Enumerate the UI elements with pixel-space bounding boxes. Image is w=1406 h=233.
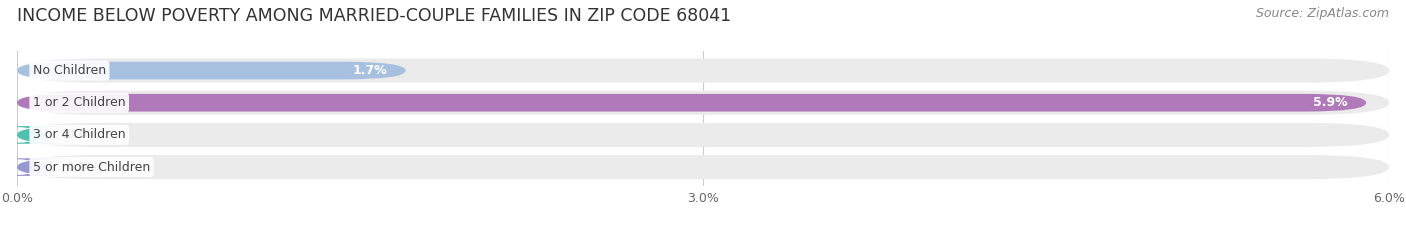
- Text: No Children: No Children: [32, 64, 105, 77]
- FancyBboxPatch shape: [17, 123, 1389, 147]
- FancyBboxPatch shape: [0, 158, 80, 176]
- Text: 1 or 2 Children: 1 or 2 Children: [32, 96, 125, 109]
- FancyBboxPatch shape: [0, 126, 80, 144]
- FancyBboxPatch shape: [17, 58, 1389, 83]
- FancyBboxPatch shape: [17, 94, 1367, 112]
- Text: Source: ZipAtlas.com: Source: ZipAtlas.com: [1256, 7, 1389, 20]
- Text: 5 or more Children: 5 or more Children: [32, 161, 150, 174]
- Text: 3 or 4 Children: 3 or 4 Children: [32, 128, 125, 141]
- Text: 5.9%: 5.9%: [1313, 96, 1348, 109]
- FancyBboxPatch shape: [17, 62, 406, 79]
- Text: INCOME BELOW POVERTY AMONG MARRIED-COUPLE FAMILIES IN ZIP CODE 68041: INCOME BELOW POVERTY AMONG MARRIED-COUPL…: [17, 7, 731, 25]
- Text: 0.0%: 0.0%: [65, 128, 100, 141]
- Text: 0.0%: 0.0%: [65, 161, 100, 174]
- FancyBboxPatch shape: [17, 155, 1389, 179]
- FancyBboxPatch shape: [17, 91, 1389, 115]
- Text: 1.7%: 1.7%: [353, 64, 388, 77]
